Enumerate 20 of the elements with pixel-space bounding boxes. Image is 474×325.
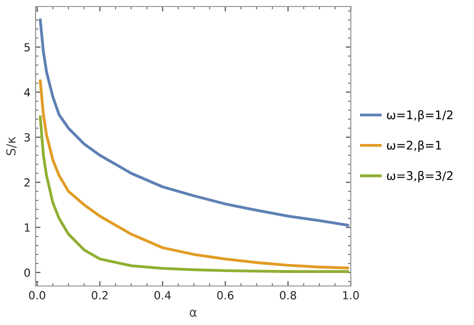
x-tick-label: 0.4: [154, 291, 171, 300]
legend-label: ω=3,β=3/2: [386, 170, 452, 182]
line-series: [38, 116, 350, 273]
line-series: [38, 79, 350, 270]
y-tick-label: 5: [24, 43, 30, 52]
y-tick-label: 2: [24, 178, 30, 187]
y-tick-label: 4: [24, 88, 30, 96]
x-tick-label: 0.8: [280, 291, 296, 300]
x-tick-label: 0.0: [29, 291, 46, 300]
line-series: [38, 18, 350, 227]
y-tick-label: 0: [24, 268, 30, 277]
x-tick-label: 0.2: [92, 291, 108, 300]
x-tick-label: 1.0: [343, 291, 359, 300]
y-tick-label: 1: [24, 224, 30, 232]
y-axis-title: S/κ: [6, 136, 17, 156]
legend-label: ω=2,β=1: [386, 140, 442, 152]
y-tick-label: 3: [24, 133, 30, 142]
x-tick-label: 0.6: [217, 291, 234, 300]
x-axis-title: α: [190, 310, 197, 317]
legend-label: ω=1,β=1/2: [386, 110, 452, 122]
